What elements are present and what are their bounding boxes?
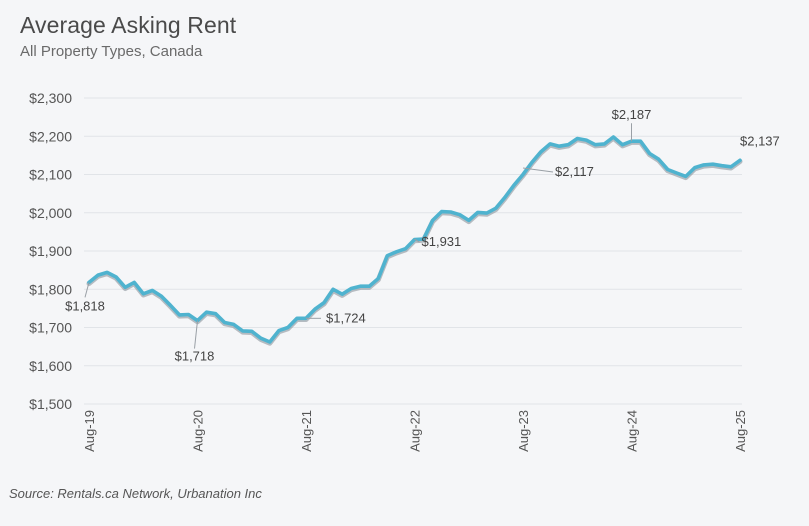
data-label-leader — [522, 167, 554, 173]
chart-subtitle: All Property Types, Canada — [20, 43, 203, 60]
x-tick-label: Aug-23 — [516, 410, 531, 452]
data-label: $2,187 — [612, 107, 652, 122]
data-label: $1,931 — [422, 234, 462, 249]
gridlines — [84, 97, 742, 405]
x-tick-label: Aug-19 — [82, 410, 97, 452]
x-tick-label: Aug-20 — [191, 410, 206, 452]
y-tick-label: $2,200 — [29, 128, 72, 144]
x-tick-label: Aug-22 — [408, 410, 423, 452]
y-tick-label: $1,800 — [29, 281, 72, 297]
data-label-leader — [84, 282, 90, 298]
data-label: $1,724 — [326, 310, 366, 325]
y-tick-label: $1,600 — [29, 358, 72, 374]
y-axis: $1,500 $1,600 $1,700 $1,800 $1,900 $2,000 $2,1… — [29, 90, 72, 412]
y-tick-label: $2,000 — [29, 205, 72, 221]
data-labels: $1,818 $1,718 $1,724 $1,931 $2,117 $2,187 $2,1… — [65, 107, 780, 363]
series-line — [86, 135, 743, 346]
chart-title: Average Asking Rent — [20, 12, 237, 38]
y-tick-label: $1,900 — [29, 243, 72, 259]
y-tick-label: $1,700 — [29, 320, 72, 336]
x-axis: Aug-19 Aug-20 Aug-21 Aug-22 Aug-23 Aug-24 Aug-… — [82, 410, 748, 452]
data-label-leader — [194, 320, 198, 349]
x-tick-label: Aug-25 — [733, 410, 748, 452]
data-label: $2,137 — [740, 133, 780, 148]
x-tick-label: Aug-24 — [625, 410, 640, 452]
x-tick-label: Aug-21 — [299, 410, 314, 452]
data-label: $2,117 — [555, 164, 594, 179]
y-tick-label: $1,500 — [29, 396, 72, 412]
source-note: Source: Rentals.ca Network, Urbanation I… — [9, 486, 262, 501]
data-label-leader — [414, 238, 420, 243]
y-tick-label: $2,100 — [29, 167, 72, 183]
data-label: $1,718 — [175, 349, 215, 364]
y-tick-label: $2,300 — [29, 90, 72, 106]
data-label: $1,818 — [65, 298, 105, 313]
